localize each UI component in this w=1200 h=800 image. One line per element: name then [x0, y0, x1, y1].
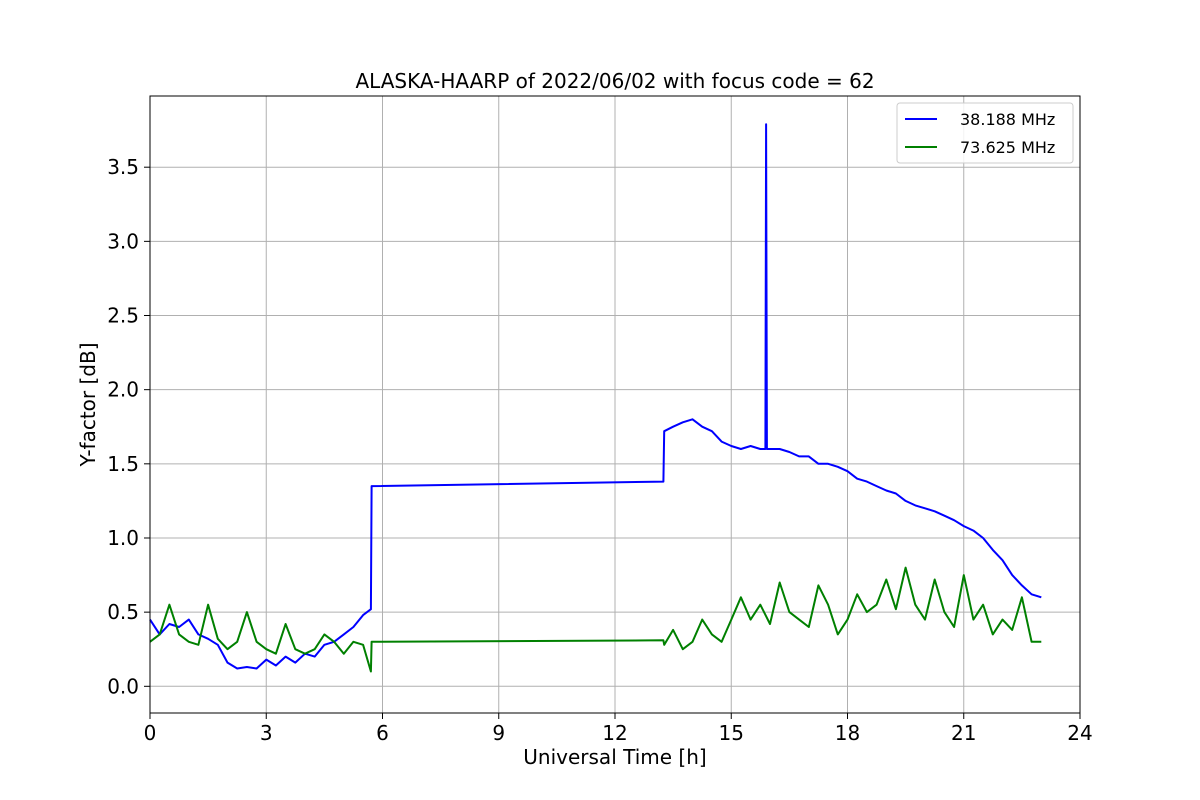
x-axis-label: Universal Time [h] [523, 745, 706, 769]
y-tick-label: 3.5 [107, 155, 139, 179]
x-tick-label: 6 [376, 721, 389, 745]
y-tick-label: 1.0 [107, 526, 139, 550]
y-tick-label: 2.0 [107, 378, 139, 402]
legend: 38.188 MHz 73.625 MHz [896, 102, 1074, 164]
x-axis: 0 3 6 9 12 15 18 21 24 [144, 713, 1093, 745]
plot-series [149, 123, 1042, 673]
chart-title: ALASKA-HAARP of 2022/06/02 with focus co… [355, 69, 874, 93]
x-tick-label: 9 [492, 721, 505, 745]
x-tick-label: 24 [1067, 721, 1092, 745]
legend-label-1: 73.625 MHz [960, 138, 1055, 157]
y-tick-label: 1.5 [107, 452, 139, 476]
y-axis: 0.0 0.5 1.0 1.5 2.0 2.5 3.0 3.5 [107, 155, 150, 698]
y-tick-label: 3.0 [107, 229, 139, 253]
x-tick-label: 0 [144, 721, 157, 745]
legend-box [896, 102, 1074, 164]
series-line-1 [149, 566, 1042, 673]
x-tick-label: 3 [260, 721, 273, 745]
x-tick-label: 21 [951, 721, 976, 745]
series-line-0 [149, 123, 1042, 670]
y-tick-label: 0.0 [107, 674, 139, 698]
y-tick-label: 0.5 [107, 600, 139, 624]
y-axis-label: Y-factor [dB] [76, 342, 100, 467]
x-tick-label: 12 [602, 721, 627, 745]
x-tick-label: 15 [719, 721, 744, 745]
legend-label-0: 38.188 MHz [960, 110, 1055, 129]
x-tick-label: 18 [835, 721, 860, 745]
y-tick-label: 2.5 [107, 304, 139, 328]
